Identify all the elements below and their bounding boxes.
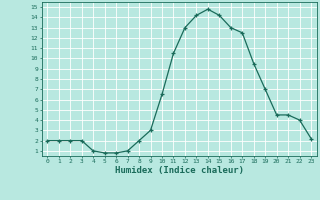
X-axis label: Humidex (Indice chaleur): Humidex (Indice chaleur) [115,166,244,175]
